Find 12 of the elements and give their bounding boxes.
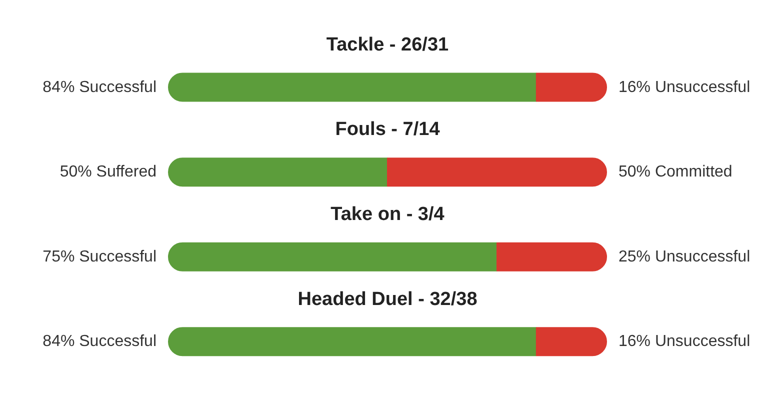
data-label: 50% Suffered [60,164,157,181]
data-label: 84% Successful [42,78,157,96]
data-label: 25% Unsuccessful [618,248,750,266]
y-tick-label: Headed Duel - 32/38 [298,288,478,310]
y-tick-label: Tackle - 26/31 [326,34,450,56]
y-tick-label: Take on - 3/4 [330,204,445,225]
data-label: 16% Unsuccessful [618,333,750,350]
data-label: 84% Successful [42,333,157,350]
data-label: 16% Unsuccessful [618,78,750,96]
y-tick-label: Fouls - 7/14 [335,119,440,140]
data-label: 50% Committed [618,164,732,181]
data-label: 75% Successful [42,248,157,266]
